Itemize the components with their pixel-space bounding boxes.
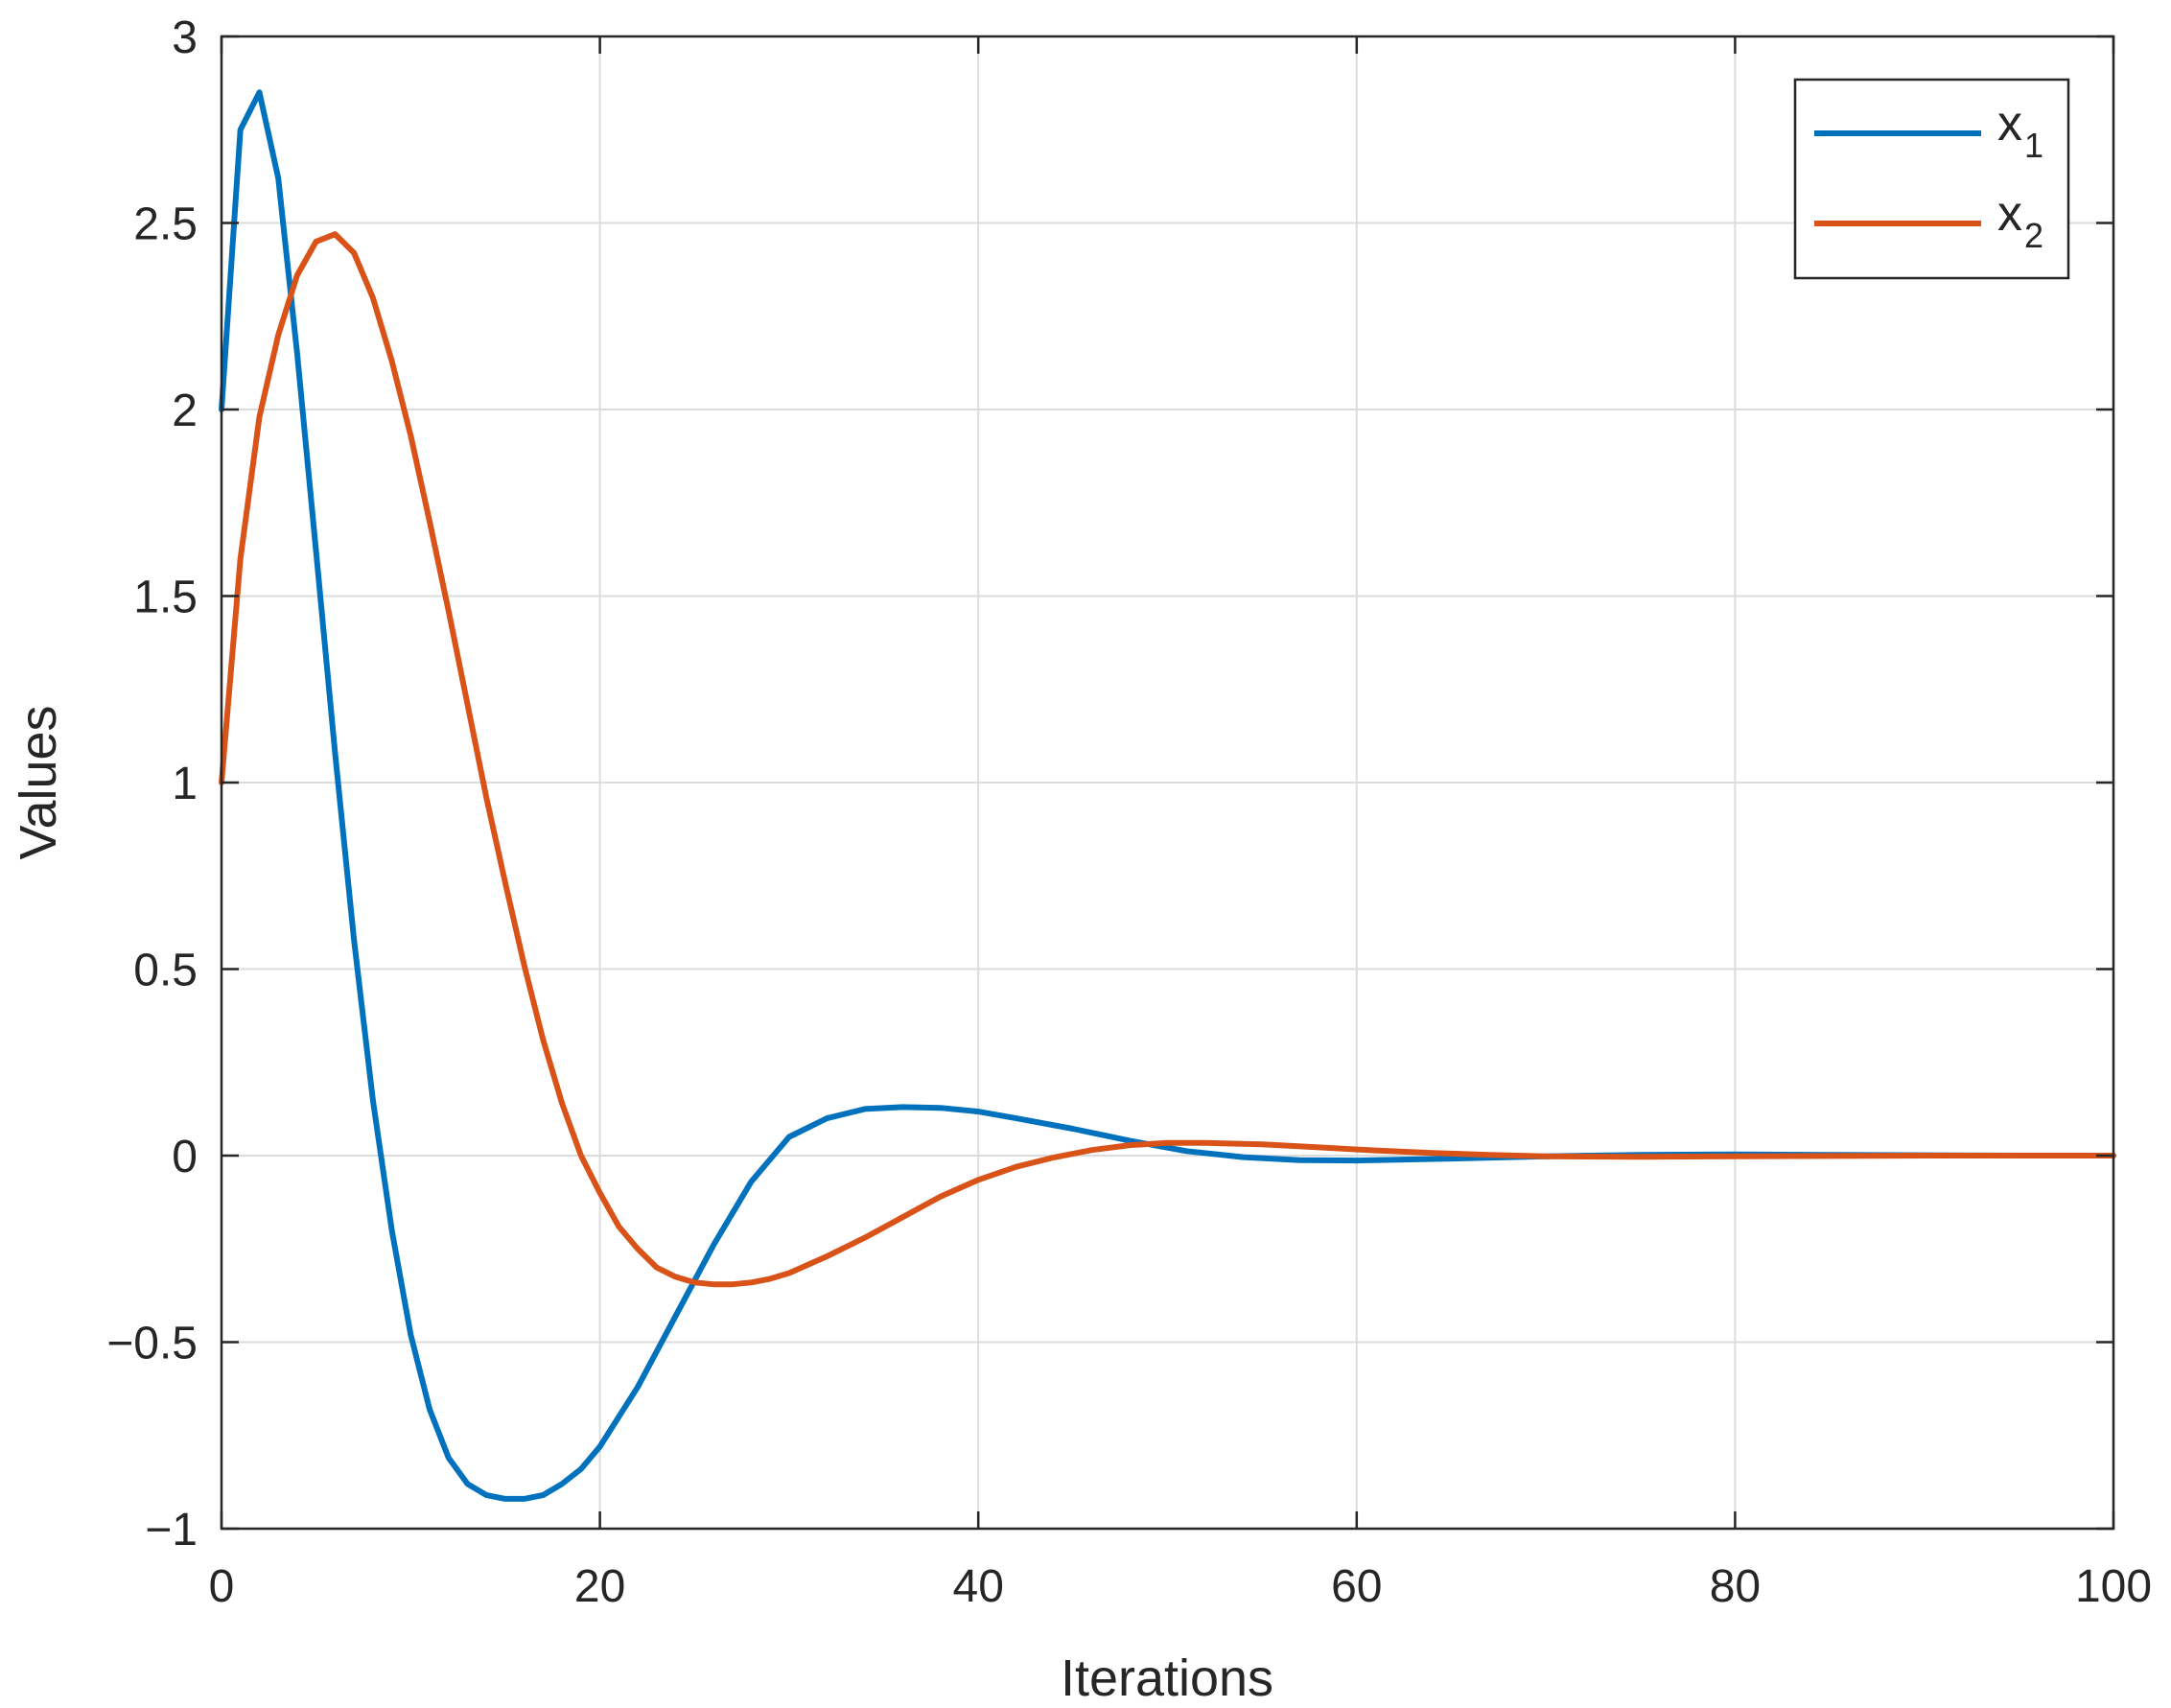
x-tick-label: 80 xyxy=(1710,1561,1761,1612)
tick-marks xyxy=(220,35,2115,1531)
x-tick-label: 60 xyxy=(1331,1561,1382,1612)
y-axis-label: Values xyxy=(10,705,67,859)
legend-label-x1: x1 xyxy=(1997,96,2043,165)
y-tick-label: −1 xyxy=(145,1505,198,1556)
y-tick-labels: −1 −0.5 0 0.5 1 1.5 2 2.5 3 xyxy=(106,12,198,1556)
legend-box xyxy=(1793,78,2070,280)
series-line-x2 xyxy=(219,231,2116,1288)
y-tick-label: 1 xyxy=(172,759,198,809)
grid-lines xyxy=(222,36,2113,1529)
legend-label-x2: x2 xyxy=(1997,186,2043,255)
y-tick-label: 3 xyxy=(172,12,198,63)
x-tick-label: 20 xyxy=(574,1561,625,1612)
y-tick-label: 2 xyxy=(172,386,198,436)
x-tick-label: 100 xyxy=(2075,1561,2152,1612)
y-tick-label: 0 xyxy=(172,1132,198,1182)
x-axis-label: Iterations xyxy=(1061,1650,1273,1707)
y-tick-label: −0.5 xyxy=(106,1319,198,1369)
legend: x1 x2 xyxy=(1793,78,2070,280)
y-tick-label: 0.5 xyxy=(133,946,198,996)
y-tick-label: 1.5 xyxy=(133,573,198,623)
y-tick-label: 2.5 xyxy=(133,199,198,250)
x-tick-label: 40 xyxy=(953,1561,1004,1612)
series-layer xyxy=(219,89,2116,1502)
x-tick-labels: 0 20 40 60 80 100 xyxy=(209,1561,2152,1612)
x-tick-label: 0 xyxy=(209,1561,235,1612)
